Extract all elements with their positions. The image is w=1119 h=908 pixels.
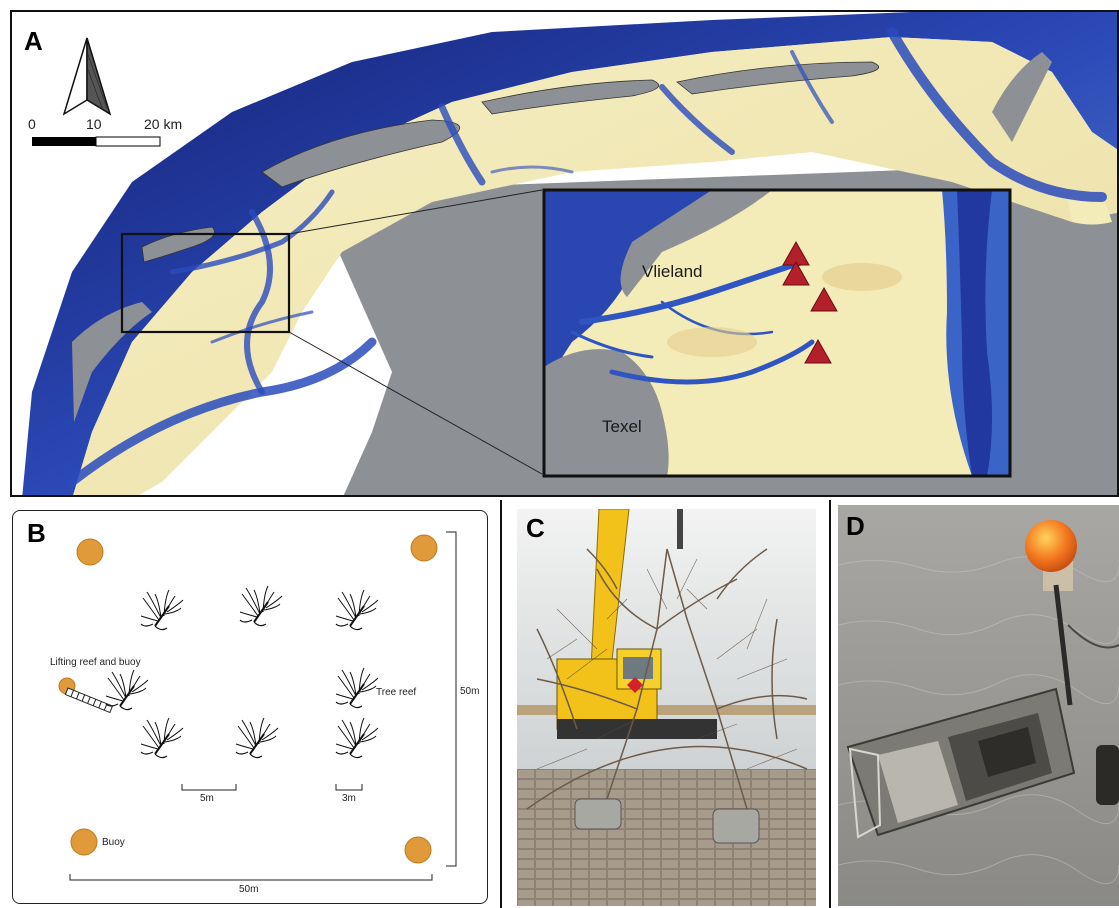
place-texel: Texel bbox=[602, 417, 642, 436]
panel-c-label: C bbox=[526, 513, 545, 543]
tree-reef-icon bbox=[239, 585, 283, 627]
reef-layout bbox=[58, 531, 457, 881]
scale-zero: 0 bbox=[28, 116, 36, 132]
tree-reef-icon bbox=[140, 589, 184, 631]
panel-d-label: D bbox=[846, 511, 865, 541]
panel-c-photo: C bbox=[517, 509, 816, 906]
inset-leader-bottom bbox=[288, 331, 543, 475]
panel-divider bbox=[829, 500, 831, 908]
panel-a-map: A 0 10 20 km Vlieland Texel bbox=[10, 10, 1119, 497]
spacing-5m-bracket bbox=[181, 784, 237, 791]
inset-leader-top bbox=[288, 189, 543, 235]
buoy-marker bbox=[410, 534, 438, 562]
buoy-marker bbox=[1025, 520, 1077, 572]
submerged-reef-photo bbox=[838, 505, 1119, 906]
warning-sign bbox=[627, 677, 643, 693]
panel-b-diagram: B Lifting reef and buoy Tree reef Buoy 5… bbox=[10, 500, 498, 908]
crane-hook-cable bbox=[677, 509, 683, 549]
width-bracket bbox=[69, 874, 433, 881]
tree-reef-icon bbox=[105, 669, 149, 711]
study-area-box bbox=[120, 232, 291, 334]
panel-divider bbox=[500, 500, 502, 908]
height-label: 50m bbox=[460, 686, 480, 697]
lifting-reef bbox=[64, 687, 114, 714]
spacing-3m-bracket bbox=[335, 784, 363, 791]
lifting-reef-cage bbox=[846, 687, 1076, 839]
reef-site-markers bbox=[782, 240, 838, 364]
reef-site-marker bbox=[810, 286, 838, 312]
tree-reef-icon bbox=[140, 717, 184, 759]
tidal-channels bbox=[67, 27, 1107, 487]
scale-mid: 10 bbox=[86, 116, 102, 132]
inset-frame bbox=[542, 188, 1012, 478]
reef-site-marker bbox=[804, 338, 832, 364]
north-arrow-icon bbox=[62, 37, 112, 116]
place-vlieland: Vlieland bbox=[642, 262, 703, 281]
crane-lifting-trees-photo bbox=[517, 509, 816, 906]
tree-reef-label: Tree reef bbox=[376, 687, 417, 698]
tree-reef-icon bbox=[235, 717, 279, 759]
diagram-frame bbox=[12, 510, 488, 904]
scale-end: 20 km bbox=[144, 116, 183, 132]
panel-d-photo: D bbox=[838, 505, 1119, 906]
spacing-5m-label: 5m bbox=[200, 793, 214, 804]
buoy-marker bbox=[70, 828, 98, 856]
buoy-label: Buoy bbox=[102, 837, 125, 848]
lifting-reef-label: Lifting reef and buoy bbox=[50, 657, 141, 668]
tree-reefs bbox=[526, 548, 808, 810]
concrete-weight bbox=[574, 798, 622, 830]
buoy-marker bbox=[76, 538, 104, 566]
reef-site-marker bbox=[782, 260, 810, 286]
wadden-sea-map bbox=[12, 12, 1117, 495]
spacing-3m-label: 3m bbox=[342, 793, 356, 804]
inset-map bbox=[542, 188, 1012, 478]
scale-bar bbox=[32, 136, 161, 147]
buoy-line bbox=[1053, 584, 1073, 706]
buoy-marker bbox=[404, 836, 432, 864]
tree-reef-icon bbox=[335, 589, 379, 631]
height-bracket bbox=[446, 531, 457, 867]
width-label: 50m bbox=[239, 884, 259, 895]
panel-b-label: B bbox=[27, 518, 46, 548]
concrete-weight bbox=[712, 808, 760, 844]
panel-a-label: A bbox=[24, 26, 43, 56]
tree-reef-icon bbox=[335, 667, 379, 709]
tree-reef-icon bbox=[335, 717, 379, 759]
